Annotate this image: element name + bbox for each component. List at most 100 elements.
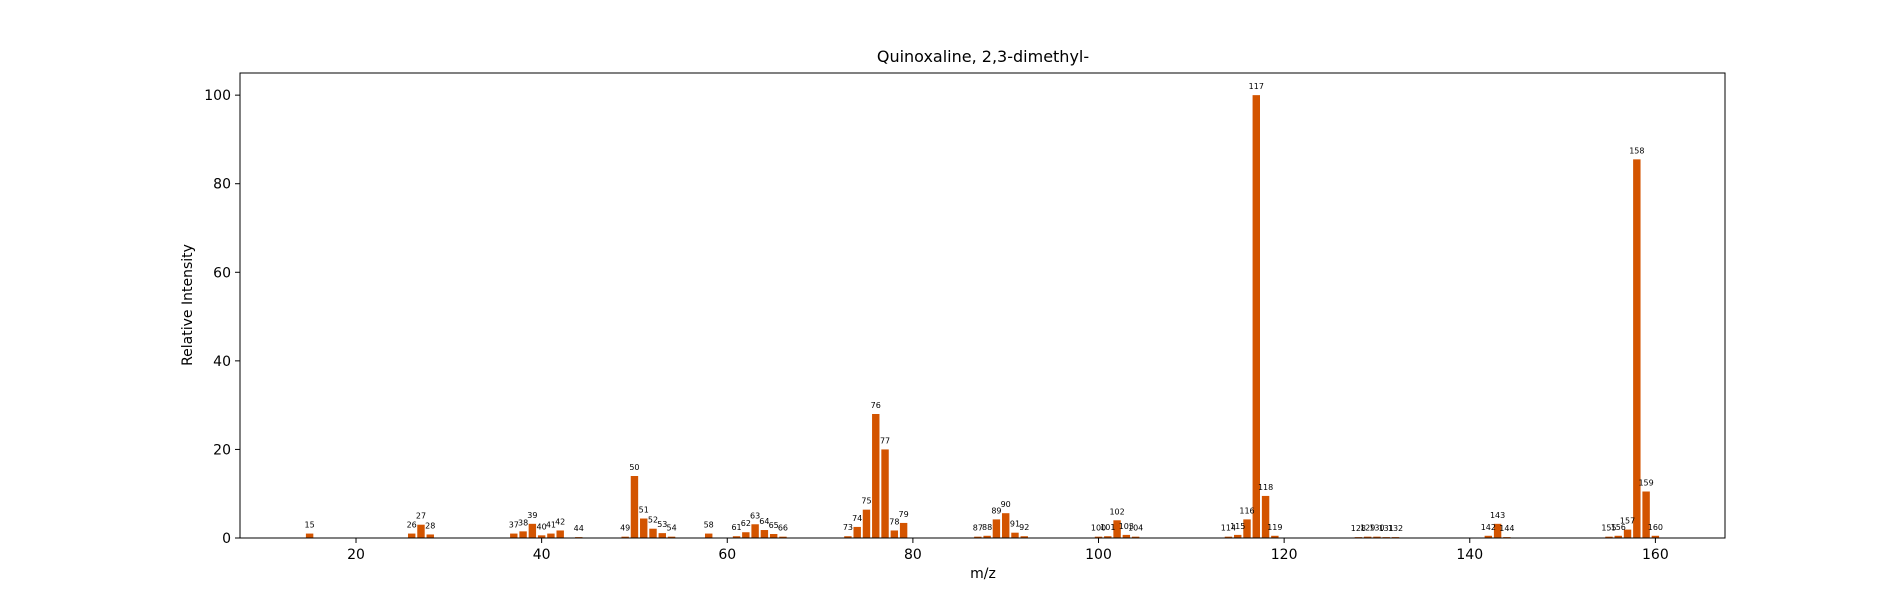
bar-mz-15 [305, 533, 314, 538]
plot-frame [239, 72, 1726, 539]
bar-mz-53 [658, 533, 666, 538]
bar-label-mz-158: 158 [1629, 146, 1644, 155]
bar-label-mz-87: 87 [973, 524, 983, 533]
bar-mz-142 [1484, 535, 1493, 538]
bar-label-mz-128: 128 [1351, 524, 1366, 533]
bar-mz-103 [1122, 534, 1131, 538]
bar-mz-74 [853, 526, 861, 538]
bar-label-mz-104: 104 [1128, 524, 1143, 533]
y-tick-label-100: 100 [204, 88, 231, 104]
bar-label-mz-51: 51 [639, 506, 649, 515]
bar-mz-37 [510, 533, 518, 538]
bar-mz-52 [649, 528, 657, 538]
bar-label-mz-61: 61 [731, 523, 741, 532]
bar-label-mz-40: 40 [537, 522, 547, 531]
x-tick-label-40: 40 [533, 547, 551, 563]
bar-mz-114 [1224, 536, 1233, 538]
bar-mz-155 [1605, 536, 1613, 538]
bar-label-mz-157: 157 [1620, 517, 1635, 526]
x-tick-label-160: 160 [1642, 547, 1669, 563]
bar-mz-130 [1373, 536, 1381, 538]
bar-label-mz-73: 73 [843, 523, 853, 532]
bar-label-mz-75: 75 [861, 497, 871, 506]
bar-mz-117 [1252, 95, 1260, 538]
bar-mz-118 [1261, 495, 1270, 538]
bar-mz-75 [862, 509, 871, 538]
bar-mz-65 [769, 534, 778, 538]
bar-label-mz-92: 92 [1019, 523, 1029, 532]
bar-mz-100 [1094, 536, 1103, 538]
bar-mz-77 [881, 449, 889, 538]
bar-mz-87 [974, 536, 982, 538]
bar-mz-116 [1243, 519, 1251, 538]
bar-mz-101 [1104, 536, 1112, 538]
bar-label-mz-62: 62 [741, 519, 751, 528]
bar-mz-104 [1131, 536, 1140, 538]
bar-mz-119 [1271, 535, 1279, 538]
bar-mz-143 [1493, 523, 1502, 538]
bar-label-mz-90: 90 [1001, 500, 1011, 509]
bar-mz-88 [983, 535, 991, 538]
bar-mz-40 [537, 535, 546, 538]
bar-mz-63 [751, 524, 759, 538]
x-axis-ticks: 20 40 60 80 100 120 140 160 [347, 538, 1669, 563]
x-tick-label-100: 100 [1085, 547, 1112, 563]
bar-label-mz-159: 159 [1638, 479, 1653, 488]
chart-title: Quinoxaline, 2,3-dimethyl- [877, 47, 1089, 66]
bar-label-mz-66: 66 [778, 524, 788, 533]
bar-mz-91 [1011, 532, 1019, 538]
bar-mz-89 [992, 519, 1001, 538]
bar-label-mz-77: 77 [880, 436, 890, 445]
bar-label-mz-15: 15 [305, 521, 315, 530]
bar-label-mz-74: 74 [852, 514, 862, 523]
bar-label-mz-118: 118 [1258, 483, 1273, 492]
bar-label-mz-115: 115 [1230, 522, 1245, 531]
bar-label-mz-103: 103 [1119, 522, 1134, 531]
x-tick-label-80: 80 [904, 547, 922, 563]
bar-mz-64 [760, 530, 769, 538]
bar-mz-66 [779, 536, 787, 538]
y-tick-label-60: 60 [213, 265, 231, 281]
bar-label-mz-116: 116 [1239, 506, 1254, 515]
bar-mz-79 [899, 522, 908, 538]
bar-mz-160 [1651, 535, 1660, 538]
bar-label-mz-131: 131 [1379, 524, 1394, 533]
bar-mz-50 [630, 476, 639, 538]
bar-label-mz-44: 44 [574, 524, 584, 533]
x-tick-label-120: 120 [1271, 547, 1298, 563]
y-tick-label-40: 40 [213, 354, 231, 370]
y-tick-label-80: 80 [213, 177, 231, 193]
bar-label-mz-78: 78 [889, 517, 899, 526]
bar-mz-92 [1020, 536, 1028, 538]
y-axis-label: Relative Intensity [180, 244, 196, 366]
bar-label-mz-144: 144 [1499, 524, 1514, 533]
bar-label-mz-58: 58 [704, 521, 714, 530]
bar-label-mz-37: 37 [509, 521, 519, 530]
bar-label-mz-42: 42 [555, 517, 565, 526]
bar-mz-157 [1623, 529, 1632, 538]
bar-mz-156 [1614, 535, 1622, 538]
bar-label-mz-53: 53 [657, 520, 667, 529]
bar-label-mz-156: 156 [1611, 523, 1626, 532]
bar-label-mz-130: 130 [1369, 524, 1384, 533]
bar-mz-51 [640, 518, 648, 538]
bar-label-mz-28: 28 [425, 521, 435, 530]
bar-mz-58 [704, 533, 713, 538]
y-tick-label-20: 20 [213, 442, 231, 458]
bar-mz-115 [1234, 534, 1242, 538]
bar-label-mz-27: 27 [416, 512, 426, 521]
bar-label-mz-102: 102 [1109, 507, 1124, 516]
bar-mz-26 [407, 533, 416, 538]
bar-mz-129 [1363, 536, 1372, 538]
bar-mz-41 [547, 533, 555, 538]
bar-label-mz-91: 91 [1010, 520, 1020, 529]
bar-mz-61 [732, 536, 741, 538]
bar-label-mz-49: 49 [620, 524, 630, 533]
bars-layer [305, 95, 1660, 539]
bar-label-mz-65: 65 [769, 521, 779, 530]
bar-label-mz-88: 88 [982, 523, 992, 532]
bar-mz-42 [556, 530, 564, 538]
